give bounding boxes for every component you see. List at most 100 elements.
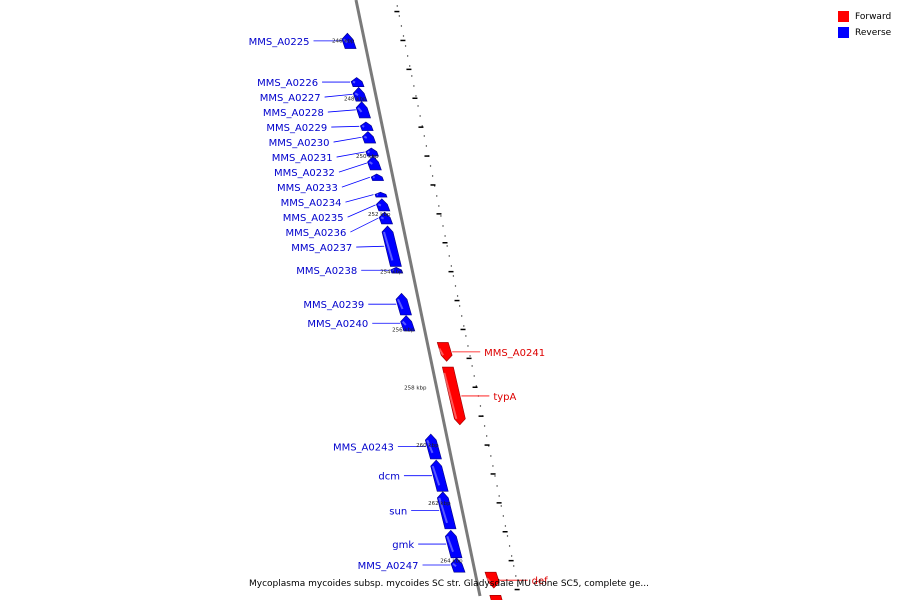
gene-labels: MMS_A0225 MMS_A0226 MMS_A0227 MMS_A0228 MMS_… [249, 37, 549, 587]
gene-label-mms-a0233[interactable]: MMS_A0233 [277, 183, 338, 194]
gene-mms-a0241[interactable] [436, 342, 453, 362]
gene-mms-a0232[interactable] [367, 155, 382, 171]
gene-label-mms-a0247[interactable]: MMS_A0247 [358, 561, 419, 572]
ruler-dot [492, 465, 494, 467]
ruler-dot [467, 345, 469, 347]
gene-label-typa[interactable]: typA [493, 392, 516, 403]
ruler-dot [500, 505, 502, 507]
gene-label-mms-a0225[interactable]: MMS_A0225 [249, 37, 310, 48]
gene-mms-a0228[interactable] [355, 101, 371, 119]
tick-label: 260 kbp [416, 443, 439, 449]
gene-mms-a0243[interactable] [424, 433, 442, 460]
gene-label-mms-a0234[interactable]: MMS_A0234 [281, 198, 342, 209]
ruler-dot [429, 165, 432, 167]
ruler-dot [465, 335, 467, 337]
gene-typa[interactable] [441, 366, 466, 426]
gene-label-mms-a0228[interactable]: MMS_A0228 [263, 108, 324, 119]
ruler-dot [479, 405, 482, 407]
gene-highlight [343, 38, 348, 44]
leader-line [327, 109, 356, 113]
ruler-dot [498, 495, 500, 497]
gene-infc[interactable] [489, 595, 506, 600]
gene-label-mms-a0232[interactable]: MMS_A0232 [274, 168, 335, 179]
gene-label-mms-a0229[interactable]: MMS_A0229 [266, 123, 327, 134]
gene-mms-a0238[interactable] [390, 266, 404, 274]
sequence-backbone [354, 0, 482, 597]
ruler-dot [463, 325, 465, 327]
ruler-dot [475, 385, 477, 387]
gene-mms-a0226[interactable] [350, 77, 365, 87]
gene-mms-a0240[interactable] [400, 315, 416, 332]
gene-highlight [372, 176, 376, 179]
gene-highlight [380, 216, 385, 220]
ruler-dot [502, 515, 505, 517]
gene-mms-a0225[interactable] [341, 32, 357, 49]
ruler-dot [444, 235, 446, 237]
gene-label-mms-a0240[interactable]: MMS_A0240 [307, 319, 368, 330]
gene-label-mms-a0231[interactable]: MMS_A0231 [272, 153, 333, 164]
ruler-dot [406, 55, 409, 57]
ruler-dot [417, 105, 419, 107]
leader-line [336, 151, 365, 158]
tick-label: 256 kbp [392, 327, 415, 333]
ruler-dots [396, 5, 519, 587]
gene-label-def[interactable]: def [532, 576, 549, 587]
ruler-dot [510, 555, 513, 557]
gene-label-mms-a0236[interactable]: MMS_A0236 [285, 228, 346, 239]
gene-label-sun[interactable]: sun [389, 506, 407, 517]
gene-mms-a0234[interactable] [374, 191, 388, 198]
gene-mms-a0227[interactable] [352, 86, 368, 102]
ruler-dot [415, 95, 417, 97]
gene-mms-a0230[interactable] [361, 131, 377, 144]
gene-highlight [443, 372, 458, 420]
reverse-swatch [838, 27, 849, 38]
gene-dcm[interactable] [430, 459, 449, 492]
gene-mms-a0235[interactable] [376, 198, 391, 212]
gene-highlight [354, 92, 359, 96]
leader-line [333, 136, 362, 143]
gene-sun[interactable] [436, 491, 457, 530]
gene-label-dcm[interactable]: dcm [378, 472, 400, 483]
gene-features [341, 32, 506, 600]
ruler-dot [396, 5, 398, 7]
ruler-dot [517, 585, 519, 587]
gene-highlight [361, 124, 365, 128]
gene-label-mms-a0238[interactable]: MMS_A0238 [296, 266, 357, 277]
gene-mms-a0236[interactable] [378, 211, 394, 225]
ruler-dot [469, 355, 471, 357]
ruler-dot [490, 455, 492, 457]
gene-def[interactable] [484, 571, 500, 589]
ruler-dot [425, 145, 428, 147]
map-caption: Mycoplasma mycoides subsp. mycoides SC s… [249, 579, 649, 589]
gene-mms-a0239[interactable] [395, 292, 412, 316]
gene-mms-a0237[interactable] [381, 225, 402, 267]
gene-label-mms-a0230[interactable]: MMS_A0230 [269, 138, 330, 149]
ruler-dot [506, 535, 509, 537]
gene-mms-a0233[interactable] [370, 173, 385, 181]
legend-reverse: Reverse [838, 25, 898, 40]
ruler-dot [440, 215, 442, 217]
gene-label-mms-a0243[interactable]: MMS_A0243 [333, 443, 394, 454]
gene-gmk[interactable] [444, 529, 463, 559]
gene-mms-a0247[interactable] [450, 557, 466, 573]
gene-label-mms-a0239[interactable]: MMS_A0239 [303, 300, 364, 311]
tick-label: 248 kbp [344, 96, 367, 102]
gene-label-gmk[interactable]: gmk [392, 540, 414, 551]
gene-highlight [392, 269, 395, 272]
gene-label-mms-a0226[interactable]: MMS_A0226 [257, 78, 318, 89]
gene-highlight [363, 135, 368, 139]
leader-line [350, 217, 379, 233]
ruler-dot [456, 295, 459, 297]
gene-label-mms-a0235[interactable]: MMS_A0235 [283, 213, 344, 224]
label-leaders [313, 40, 528, 581]
tick-label: 252 kbp [368, 212, 391, 218]
ruler-dot [473, 375, 475, 377]
ruler-dot [513, 565, 515, 567]
gene-mms-a0229[interactable] [360, 121, 374, 131]
gene-label-mms-a0237[interactable]: MMS_A0237 [291, 243, 352, 254]
tick-label: 254 kbp [380, 270, 403, 276]
gene-label-mms-a0227[interactable]: MMS_A0227 [260, 93, 321, 104]
gene-label-mms-a0241[interactable]: MMS_A0241 [484, 348, 545, 359]
ruler-dot [411, 75, 413, 77]
gene-highlight [352, 80, 356, 84]
